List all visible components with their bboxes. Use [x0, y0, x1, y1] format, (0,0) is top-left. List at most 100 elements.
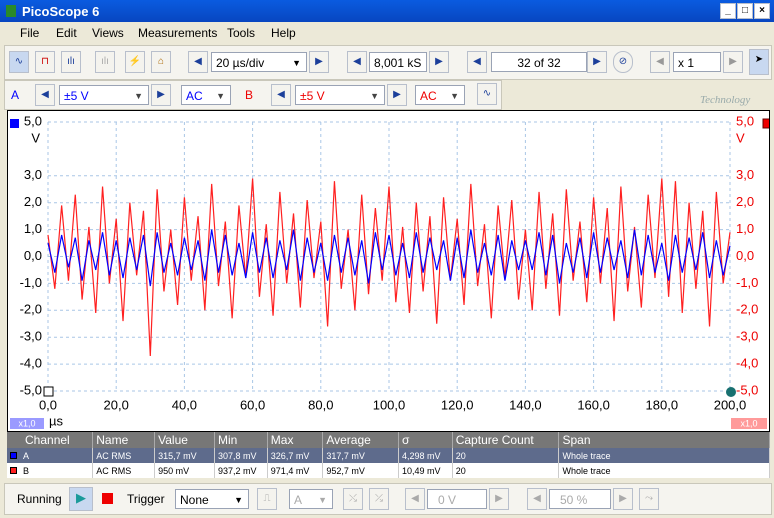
trigger-level-field[interactable]: 0 V	[427, 489, 487, 509]
samples-field[interactable]: 8,001 kS	[369, 52, 427, 72]
column-header[interactable]: Name	[92, 432, 156, 448]
window-title: PicoScope 6	[22, 4, 100, 19]
next-button[interactable]: ▶	[613, 488, 633, 510]
column-header[interactable]: Min	[214, 432, 268, 448]
rising-edge-button[interactable]: ⤯	[343, 488, 363, 510]
scale-box	[731, 418, 767, 429]
column-header[interactable]: Span	[558, 432, 770, 448]
next-button[interactable]: ▶	[151, 84, 171, 106]
column-header[interactable]: Channel	[7, 432, 94, 448]
y-tick-label: -3,0	[20, 329, 42, 344]
run-state: Running	[17, 492, 62, 506]
next-button[interactable]: ▶	[723, 51, 743, 73]
buffer-field[interactable]: 32 of 32	[491, 52, 587, 72]
range-value: ±5 V	[64, 89, 89, 103]
signal-generator-button[interactable]: ⚡	[125, 51, 145, 73]
next-button[interactable]: ▶	[309, 51, 329, 73]
column-header[interactable]: Max	[267, 432, 324, 448]
previous-button[interactable]: ◀	[527, 488, 547, 510]
title-bar: PicoScope 6 _ □ ×	[0, 0, 774, 22]
measurement-cell: 317,7 mV	[322, 448, 400, 463]
x-tick-label: 0,0	[39, 397, 57, 412]
close-button[interactable]: ×	[754, 3, 770, 19]
menu-item[interactable]: Views	[92, 26, 124, 40]
previous-button[interactable]: ◀	[467, 51, 487, 73]
range-dropdown[interactable]: ±5 V ▼	[295, 85, 385, 105]
falling-edge-button[interactable]: ⤰	[369, 488, 389, 510]
trigger-mode: None	[180, 493, 209, 507]
channel-a-label[interactable]: A	[11, 88, 20, 102]
measurement-cell: 952,7 mV	[322, 463, 400, 478]
pointer-tool[interactable]: ➤	[749, 49, 769, 75]
next-button[interactable]: ▶	[387, 84, 407, 106]
trigger-options-button[interactable]: ⤳	[639, 488, 659, 510]
logo-text: Technology	[700, 94, 751, 106]
measurement-cell: A	[7, 448, 94, 463]
measurement-cell: 20	[452, 463, 560, 478]
measurement-cell: 307,8 mV	[214, 448, 268, 463]
range-dropdown[interactable]: ±5 V ▼	[59, 85, 149, 105]
measurement-cell: 937,2 mV	[214, 463, 268, 478]
home-button[interactable]: ⌂	[151, 51, 171, 73]
previous-button[interactable]: ◀	[650, 51, 670, 73]
stop-button[interactable]	[102, 493, 113, 504]
trigger-edge-button[interactable]: ⎍	[257, 488, 277, 510]
column-header[interactable]: Capture Count	[452, 432, 560, 448]
measurement-cell: AC RMS	[92, 448, 156, 463]
trigger-dropdown[interactable]: None ▼	[175, 489, 249, 509]
y2-tick-label: 5,0	[736, 113, 754, 128]
menu-item[interactable]: Help	[271, 26, 296, 40]
spectrum-mode-button[interactable]: ılı	[61, 51, 81, 73]
previous-button[interactable]: ◀	[188, 51, 208, 73]
scope-mode-button[interactable]: ∿	[9, 51, 29, 73]
measurement-row[interactable]: A AC RMS 315,7 mV 307,8 mV 326,7 mV 317,7 mV 4…	[7, 448, 770, 463]
persistence-mode-button[interactable]: ⊓	[35, 51, 55, 73]
menu-item[interactable]: File	[20, 26, 40, 40]
spectrum-options-button[interactable]: ılı	[95, 51, 115, 73]
trigger-channel-dropdown[interactable]: A ▼	[289, 489, 333, 509]
trigger-marker[interactable]	[43, 386, 54, 397]
measurement-row[interactable]: B AC RMS 950 mV 937,2 mV 971,4 mV 952,7 mV 10,…	[7, 463, 770, 478]
ruler-handle[interactable]	[726, 387, 736, 397]
channel-b-marker[interactable]	[762, 118, 770, 129]
y-tick-label: -4,0	[20, 356, 42, 371]
pre-trigger-field[interactable]: 50 %	[549, 489, 611, 509]
maximize-button[interactable]: □	[737, 3, 753, 19]
menu-bar: File Edit Views Measurements Tools Help	[0, 22, 774, 44]
dropdown-arrow: ▼	[234, 495, 243, 505]
previous-button[interactable]: ◀	[35, 84, 55, 106]
minimize-button[interactable]: _	[720, 3, 736, 19]
menu-item[interactable]: Tools	[227, 26, 256, 40]
toolbar: ∿ ⊓ ılı ılı ⚡ ⌂ ◀ 20 µs/div ▼ ▶ ◀ 8,001 k…	[4, 45, 772, 80]
next-button[interactable]: ▶	[429, 51, 449, 73]
timebase-dropdown[interactable]: 20 µs/div ▼	[211, 52, 307, 72]
coupling-value: AC	[186, 89, 203, 103]
channel-b-label[interactable]: B	[245, 88, 254, 102]
range-value: ±5 V	[300, 89, 325, 103]
column-header[interactable]: σ	[398, 432, 453, 448]
previous-button[interactable]: ◀	[347, 51, 367, 73]
next-button[interactable]: ▶	[587, 51, 607, 73]
coupling-dropdown[interactable]: AC ▼	[181, 85, 231, 105]
previous-button[interactable]: ◀	[405, 488, 425, 510]
measurement-cell: 4,298 mV	[398, 448, 453, 463]
menu-item[interactable]: Edit	[56, 26, 77, 40]
y-tick-label: 5,0	[24, 113, 42, 128]
coupling-value: AC	[420, 89, 437, 103]
next-button[interactable]: ▶	[489, 488, 509, 510]
coupling-dropdown[interactable]: AC ▼	[415, 85, 465, 105]
start-button[interactable]: ▶	[69, 487, 93, 511]
x-tick-label: 140,0	[509, 397, 542, 412]
column-header[interactable]: Average	[322, 432, 400, 448]
previous-button[interactable]: ◀	[271, 84, 291, 106]
menu-item[interactable]: Measurements	[138, 26, 218, 40]
math-channel-button[interactable]: ∿	[477, 83, 497, 105]
buffer-navigator-button[interactable]: ⊘	[613, 51, 633, 73]
status-bar: Running ▶ Trigger None ▼ ⎍ A ▼ ⤯ ⤰ ◀ 0 V ▶…	[4, 483, 772, 515]
measurement-cell: 950 mV	[154, 463, 215, 478]
column-header[interactable]: Value	[154, 432, 215, 448]
zoom-field[interactable]: x 1	[673, 52, 721, 72]
channel-a-marker[interactable]	[10, 119, 19, 128]
y2-tick-label: -5,0	[736, 382, 758, 397]
x-tick-label: 120,0	[441, 397, 474, 412]
